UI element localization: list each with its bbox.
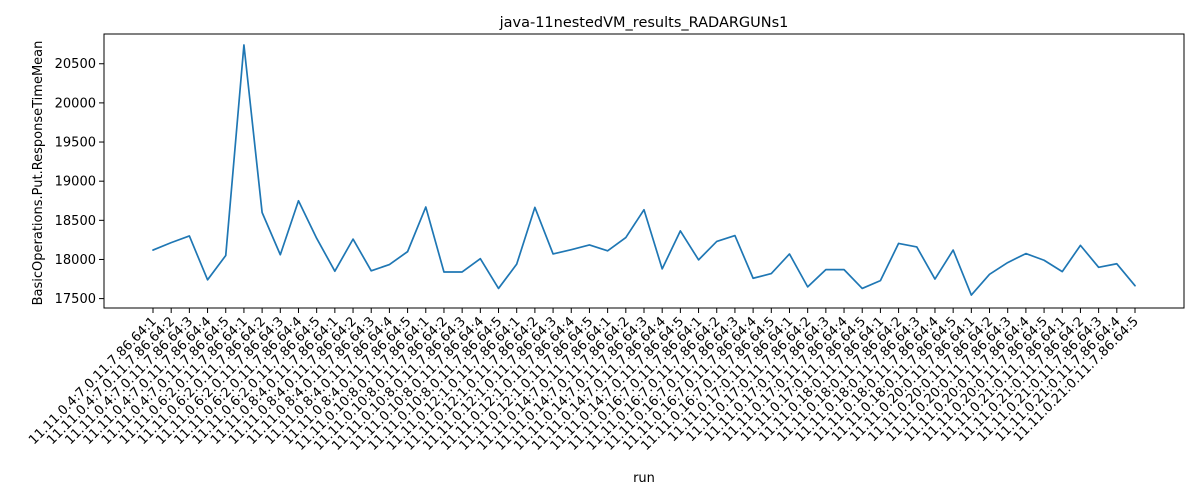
data-point: [934, 278, 936, 280]
data-point: [861, 287, 863, 289]
data-point: [1061, 271, 1063, 273]
data-point: [879, 280, 881, 282]
data-point: [788, 253, 790, 255]
data-point: [770, 273, 772, 275]
data-point: [679, 230, 681, 232]
data-point: [243, 44, 245, 46]
data-point: [1025, 253, 1027, 255]
data-point: [643, 209, 645, 211]
data-point: [534, 206, 536, 208]
data-point: [516, 263, 518, 265]
data-point: [989, 273, 991, 275]
y-tick-label: 20500: [55, 57, 96, 72]
data-point: [1098, 266, 1100, 268]
data-point: [388, 264, 390, 266]
data-point: [188, 235, 190, 237]
data-point: [552, 253, 554, 255]
plot-frame: [103, 33, 1185, 309]
y-tick-label: 18500: [55, 214, 96, 229]
data-point: [661, 268, 663, 270]
chart-title: java-11nestedVM_results_RADARGUNs1: [499, 15, 789, 31]
y-tick-label: 19500: [55, 136, 96, 151]
y-axis-title: BasicOperations.Put.ResponseTimeMean: [31, 41, 46, 306]
data-point: [498, 287, 500, 289]
data-point: [825, 269, 827, 271]
data-point: [1043, 259, 1045, 261]
data-point: [425, 206, 427, 208]
data-point: [734, 235, 736, 237]
data-point: [279, 254, 281, 256]
x-axis-title: run: [633, 471, 655, 486]
data-point: [461, 271, 463, 273]
data-point: [334, 270, 336, 272]
data-point: [1079, 244, 1081, 246]
data-point: [752, 277, 754, 279]
data-point: [207, 279, 209, 281]
data-point: [952, 249, 954, 251]
data-point: [898, 242, 900, 244]
data-point: [570, 249, 572, 251]
y-tick-label: 20000: [55, 96, 96, 111]
data-point: [588, 244, 590, 246]
data-point: [225, 255, 227, 257]
series-line: [152, 44, 1136, 296]
data-point: [170, 242, 172, 244]
data-point: [716, 240, 718, 242]
data-point: [916, 246, 918, 248]
data-point: [807, 286, 809, 288]
data-point: [479, 258, 481, 260]
data-point: [443, 271, 445, 273]
data-point: [970, 294, 972, 296]
data-point: [1134, 285, 1136, 287]
data-point: [625, 237, 627, 239]
y-tick-label: 18000: [55, 253, 96, 268]
data-point: [607, 250, 609, 252]
data-point: [316, 237, 318, 239]
data-point: [843, 269, 845, 271]
y-tick-label: 17500: [55, 292, 96, 307]
data-point: [370, 270, 372, 272]
data-point: [352, 238, 354, 240]
y-tick-label: 19000: [55, 175, 96, 190]
data-point: [698, 259, 700, 261]
data-point: [152, 249, 154, 251]
data-point: [261, 211, 263, 213]
data-point: [297, 200, 299, 202]
data-point: [1007, 262, 1009, 264]
data-point: [1116, 263, 1118, 265]
data-point: [407, 251, 409, 253]
